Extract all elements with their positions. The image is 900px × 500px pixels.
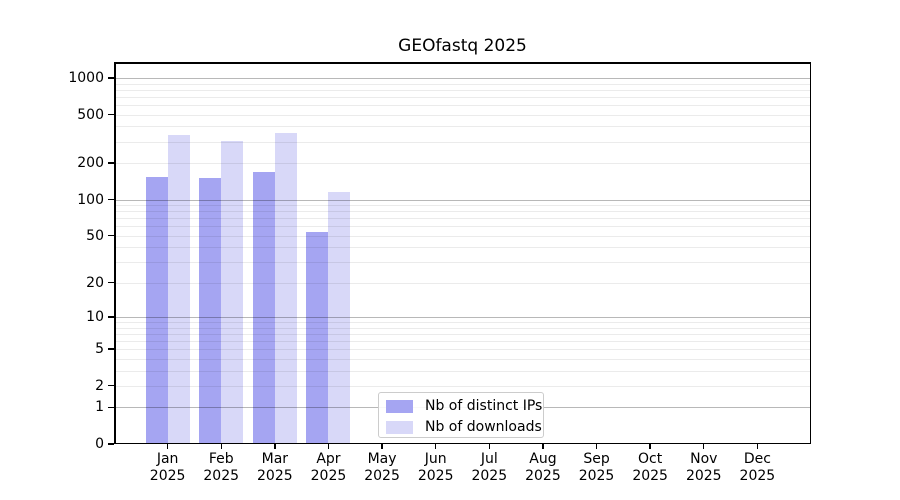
chart-title: GEOfastq 2025 bbox=[398, 36, 527, 56]
bar-distinct-ips bbox=[306, 231, 329, 444]
gridline-minor bbox=[114, 141, 811, 143]
x-axis-tick-label: Aug 2025 bbox=[525, 451, 561, 484]
x-axis-tick-label: Feb 2025 bbox=[203, 451, 240, 484]
x-tick-mark bbox=[595, 444, 598, 449]
x-axis-tick-label: Apr 2025 bbox=[310, 451, 347, 484]
y-axis-tick-label: 2 bbox=[95, 377, 104, 394]
gridline-minor bbox=[114, 235, 811, 237]
gridline-major bbox=[114, 199, 811, 201]
bar-distinct-ips bbox=[199, 177, 222, 444]
gridline-minor bbox=[114, 370, 811, 372]
legend-item-downloads: Nb of downloads bbox=[379, 417, 543, 437]
grid-layer bbox=[114, 62, 811, 444]
bar-downloads bbox=[221, 140, 244, 444]
bar-downloads bbox=[328, 192, 351, 444]
gridline-minor bbox=[114, 358, 811, 360]
x-axis-tick-label: Sep 2025 bbox=[578, 451, 615, 484]
gridline-minor bbox=[114, 385, 811, 387]
y-axis-tick-label: 50 bbox=[86, 227, 104, 244]
x-axis-tick-label: Jul 2025 bbox=[471, 451, 508, 484]
gridline-minor bbox=[114, 114, 811, 116]
bar-downloads bbox=[274, 133, 297, 444]
y-axis-tick-label: 0 bbox=[95, 436, 104, 452]
gridline-minor bbox=[114, 282, 811, 284]
x-tick-mark bbox=[703, 444, 705, 449]
x-tick-mark bbox=[327, 444, 330, 449]
x-axis-tick-label: Dec 2025 bbox=[739, 451, 776, 484]
gridline-minor bbox=[114, 163, 811, 165]
x-tick-mark bbox=[274, 444, 276, 449]
gridline-minor bbox=[114, 218, 811, 220]
y-axis-tick-label: 200 bbox=[77, 155, 104, 172]
y-tick-mark bbox=[108, 406, 114, 408]
legend: Nb of distinct IPs Nb of downloads bbox=[378, 392, 544, 438]
x-axis-tick-label: Jan 2025 bbox=[149, 451, 186, 484]
y-tick-mark bbox=[108, 348, 114, 350]
legend-label-downloads: Nb of downloads bbox=[425, 419, 542, 435]
gridline-major bbox=[114, 316, 811, 318]
gridline-minor bbox=[114, 205, 811, 207]
y-tick-mark bbox=[108, 198, 114, 201]
bar-distinct-ips bbox=[252, 171, 275, 444]
x-tick-mark bbox=[434, 444, 437, 449]
y-tick-mark bbox=[108, 385, 114, 387]
x-axis-tick-label: May 2025 bbox=[364, 451, 400, 484]
legend-item-distinct-ips: Nb of distinct IPs bbox=[379, 396, 543, 416]
x-axis-tick-label: Nov 2025 bbox=[685, 451, 722, 484]
plot-area bbox=[114, 62, 811, 444]
y-tick-mark bbox=[108, 77, 114, 79]
gridline-major bbox=[114, 78, 811, 79]
y-tick-mark bbox=[108, 316, 114, 318]
x-tick-mark bbox=[166, 444, 169, 449]
gridline-minor bbox=[114, 340, 811, 342]
legend-label-distinct-ips: Nb of distinct IPs bbox=[425, 398, 543, 414]
y-axis-tick-label: 1 bbox=[95, 399, 104, 416]
gridline-minor bbox=[114, 262, 811, 264]
gridline-minor bbox=[114, 327, 811, 329]
x-axis-tick-label: Jun 2025 bbox=[417, 451, 454, 484]
bars-layer bbox=[114, 62, 811, 444]
spine-left bbox=[114, 62, 116, 444]
y-tick-mark bbox=[108, 113, 114, 116]
x-tick-mark bbox=[220, 444, 222, 449]
x-tick-mark bbox=[649, 444, 651, 449]
x-tick-mark bbox=[542, 444, 544, 449]
gridline-minor bbox=[114, 247, 811, 249]
x-tick-mark bbox=[381, 444, 383, 449]
legend-swatch-distinct-ips-icon bbox=[386, 399, 413, 413]
y-tick-mark bbox=[108, 443, 114, 445]
legend-swatch-downloads-icon bbox=[386, 420, 413, 434]
bar-distinct-ips bbox=[145, 177, 168, 444]
spine-bottom bbox=[114, 442, 811, 444]
y-axis-tick-label: 20 bbox=[86, 274, 104, 291]
y-axis-tick-label: 500 bbox=[77, 106, 104, 123]
gridline-minor bbox=[114, 322, 811, 324]
y-axis-tick-label: 10 bbox=[86, 308, 104, 325]
spine-top bbox=[114, 62, 811, 64]
bar-downloads bbox=[167, 135, 190, 444]
y-tick-mark bbox=[108, 282, 114, 284]
y-axis-tick-label: 1000 bbox=[68, 70, 104, 86]
y-tick-mark bbox=[108, 162, 114, 164]
gridline-minor bbox=[114, 126, 811, 128]
x-tick-mark bbox=[488, 444, 490, 449]
x-axis-tick-label: Mar 2025 bbox=[257, 451, 293, 484]
gridline-minor bbox=[114, 105, 811, 107]
gridline-minor bbox=[114, 226, 811, 228]
gridline-minor bbox=[114, 89, 811, 91]
gridline-minor bbox=[114, 83, 811, 85]
x-axis-tick-label: Oct 2025 bbox=[632, 451, 668, 484]
y-axis-tick-label: 5 bbox=[95, 341, 104, 358]
gridline-minor bbox=[114, 211, 811, 213]
gridline-minor bbox=[114, 333, 811, 335]
y-tick-mark bbox=[108, 235, 114, 237]
gridline-minor bbox=[114, 96, 811, 98]
spine-right bbox=[809, 62, 811, 444]
gridline-minor bbox=[114, 349, 811, 351]
x-tick-mark bbox=[756, 444, 759, 449]
y-axis-tick-label: 100 bbox=[77, 191, 104, 208]
